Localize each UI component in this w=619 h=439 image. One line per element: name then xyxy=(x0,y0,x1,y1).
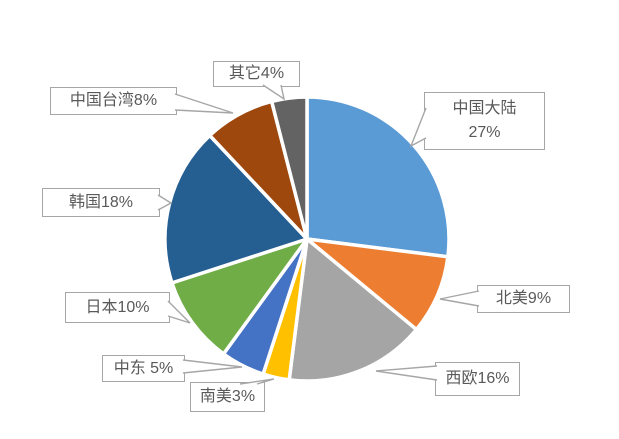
callout-japan-label: 日本10% xyxy=(85,298,150,316)
callout-south-korea-label: 韩国18% xyxy=(68,193,134,211)
callout-middle-east-label: 中东 5% xyxy=(113,359,174,377)
callout-middle-east: 中东 5% xyxy=(102,355,185,382)
callout-mainland-china-value: 27% xyxy=(468,124,501,141)
callout-mainland-china-label: 中国大陆 xyxy=(452,100,517,117)
callout-western-europe: 西欧16% xyxy=(435,362,520,396)
callout-south-america: 南美3% xyxy=(190,382,265,412)
callout-north-america: 北美9% xyxy=(477,285,570,313)
callout-western-europe-label: 西欧16% xyxy=(445,370,510,387)
callout-others-label: 其它4% xyxy=(228,65,285,82)
callout-north-america-label: 北美9% xyxy=(495,290,552,307)
callout-south-korea: 韩国18% xyxy=(42,188,160,217)
pie-slice-western-europe xyxy=(287,237,419,383)
callout-taiwan-label: 中国台湾8% xyxy=(69,92,158,109)
callout-mainland-china: 中国大陆 27% xyxy=(424,92,545,150)
callout-others: 其它4% xyxy=(213,61,300,87)
callout-south-america-label: 南美3% xyxy=(199,388,256,405)
pie-slice-others xyxy=(269,95,309,241)
callout-japan: 日本10% xyxy=(65,292,170,323)
callout-taiwan: 中国台湾8% xyxy=(50,87,177,115)
